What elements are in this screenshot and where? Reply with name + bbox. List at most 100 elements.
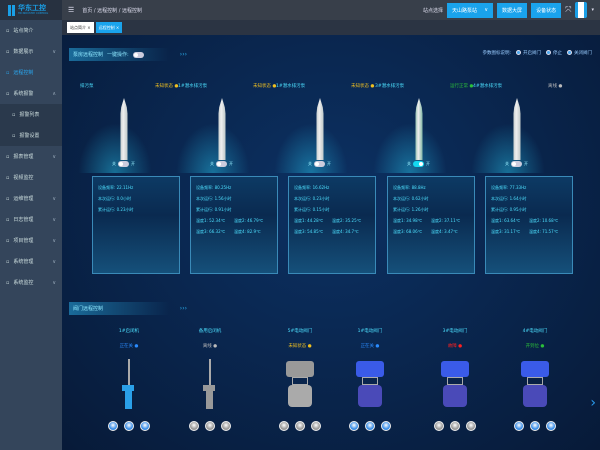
valve-name: 3#电动阀门: [442, 329, 468, 334]
pump-status: 未知状态 ●: [253, 83, 596, 89]
close-valve-button[interactable]: [466, 421, 476, 431]
data-row: 设备频率: 80.25Hz: [196, 185, 272, 196]
pump-data-card: 设备频率: 88.8Hz 本次运行: 0.62小时 累计运行: 1.26小时 温度1:…: [387, 176, 475, 274]
data-value: 本次运行: 0.62小时: [393, 196, 429, 201]
next-page-arrow-icon[interactable]: ›: [590, 395, 596, 411]
chevron-icon: ∨: [52, 153, 56, 160]
fullscreen-icon[interactable]: ⤧: [565, 5, 572, 14]
sidebar-item[interactable]: ▫ 报表管理 ∨: [0, 146, 62, 167]
temperature-value: 温度4: 3.47℃: [431, 229, 458, 234]
open-valve-button[interactable]: [108, 421, 118, 431]
stop-button[interactable]: [205, 421, 215, 431]
sidebar-item[interactable]: ▫ 日志管理 ∨: [0, 209, 62, 230]
pump-status: 运行正常 ●: [450, 83, 596, 89]
pump-switch: 关开: [505, 161, 528, 167]
status-dot-icon: ●: [540, 344, 545, 349]
close-valve-button[interactable]: [381, 421, 391, 431]
close-valve-button[interactable]: [311, 421, 321, 431]
data-row: 本次运行: 0.0小时: [98, 196, 174, 207]
data-row: 累计运行: 0.91小时: [196, 207, 272, 218]
valve-status: 正在关 ●: [94, 343, 164, 349]
open-valve-button[interactable]: [434, 421, 444, 431]
pump-toggle[interactable]: [314, 161, 325, 167]
open-valve-button[interactable]: [514, 421, 524, 431]
stop-button[interactable]: [530, 421, 540, 431]
sidebar-item-label: 项目管理: [13, 238, 34, 244]
pump-image: [513, 98, 521, 160]
data-row: 设备频率: 77.33Hz: [491, 185, 567, 196]
open-valve-icon: [516, 50, 521, 55]
device-status-button[interactable]: 设备状态: [531, 2, 562, 18]
open-valve-button[interactable]: [189, 421, 199, 431]
switch-on-label: 开: [524, 161, 528, 166]
sidebar-item[interactable]: ▫ 报警列表: [0, 104, 62, 125]
pump-image: [218, 98, 226, 160]
sidebar-item[interactable]: ▫ 站点简介: [0, 20, 62, 41]
open-valve-button[interactable]: [349, 421, 359, 431]
data-row: 设备频率: 88.8Hz: [393, 185, 469, 196]
pump-toggle[interactable]: [216, 161, 227, 167]
sidebar-item[interactable]: ▫ 系统监控 ∨: [0, 272, 62, 293]
pump-toggle[interactable]: [511, 161, 522, 167]
tab-site-intro[interactable]: 站点简介 ×: [67, 22, 94, 33]
pump-data-card: 设备频率: 77.33Hz 本次运行: 1.64小时 累计运行: 0.95小时 温度1…: [485, 176, 573, 274]
sidebar-item[interactable]: ▫ 项目管理 ∨: [0, 230, 62, 251]
close-valve-button[interactable]: [546, 421, 556, 431]
site-select[interactable]: 天山路泵站 ∨: [447, 2, 494, 18]
valve-status: 故障 ●: [420, 343, 490, 349]
data-screen-button[interactable]: 数据大屏: [497, 2, 528, 18]
chevron-icon: ∨: [52, 237, 56, 244]
one-key-toggle[interactable]: [132, 51, 144, 58]
pump-image: [415, 98, 423, 160]
pump-image: [316, 98, 324, 160]
pump-toggle[interactable]: [118, 161, 129, 167]
pump-section-header: 泵房远程控制 一键操作: ›››: [69, 48, 187, 61]
pump-image: [120, 98, 128, 160]
sidebar-item[interactable]: ▫ 报警设置: [0, 125, 62, 146]
sidebar-item[interactable]: ▫ 远程控制: [0, 62, 62, 83]
pump-name: 1#潜水排污泵: [276, 84, 306, 89]
status-dot-icon: ●: [469, 84, 474, 89]
data-row: 累计运行: 1.26小时: [393, 207, 469, 218]
data-value: 本次运行: 1.64小时: [491, 196, 527, 201]
valve-unit: 1#启闭机 正在关 ●: [94, 328, 164, 431]
menu-toggle-icon[interactable]: ☰: [68, 6, 75, 14]
pump-glow: [274, 123, 348, 173]
valve-control-buttons: [335, 421, 405, 431]
data-row: 设备频率: 22.11Hz: [98, 185, 174, 196]
sidebar-item[interactable]: ▫ 运维管理 ∨: [0, 188, 62, 209]
data-value: 设备频率: 88.8Hz: [393, 185, 426, 190]
open-valve-button[interactable]: [279, 421, 289, 431]
sidebar-item[interactable]: ▫ 数据展示 ∨: [0, 41, 62, 62]
sidebar-item[interactable]: ▫ 视频监控: [0, 167, 62, 188]
close-valve-button[interactable]: [140, 421, 150, 431]
stop-button[interactable]: [450, 421, 460, 431]
sidebar-item[interactable]: ▫ 系统报警 ∧: [0, 83, 62, 104]
legend-close: 关闭阀门: [567, 50, 592, 56]
valve-unit: 备用启闭机 离线 ●: [175, 328, 245, 431]
stop-button[interactable]: [124, 421, 134, 431]
sidebar-item-label: 系统报警: [13, 91, 34, 97]
tab-remote-control[interactable]: 远程控制 ×: [95, 22, 123, 33]
temperature-value: 温度4: 34.7℃: [332, 229, 359, 234]
sidebar-item-label: 报警列表: [19, 112, 40, 118]
sidebar-item[interactable]: ▫ 系统管理 ∨: [0, 251, 62, 272]
data-row: 累计运行: 0.95小时: [491, 207, 567, 218]
status-dot-icon: ●: [558, 84, 563, 89]
electric-valve-image: [515, 359, 555, 409]
status-dot-icon: ●: [458, 344, 463, 349]
electric-valve-image: [435, 359, 475, 409]
arrows-icon: ›››: [179, 305, 187, 312]
avatar[interactable]: [575, 2, 588, 18]
valve-section-title: 阀门远程控制: [73, 306, 104, 312]
stop-button[interactable]: [365, 421, 375, 431]
caret-down-icon[interactable]: ▾: [591, 7, 594, 13]
switch-on-label: 开: [426, 161, 430, 166]
stop-button[interactable]: [295, 421, 305, 431]
status-dot-icon: ●: [134, 344, 139, 349]
maintenance-icon: ▫: [6, 195, 10, 202]
switch-off-label: 关: [210, 161, 214, 166]
pump-toggle[interactable]: [413, 161, 424, 167]
header: ☰ 首页 / 远程控制 / 远程控制 站点选择 天山路泵站 ∨ 数据大屏 设备状态…: [62, 0, 600, 20]
close-valve-button[interactable]: [221, 421, 231, 431]
